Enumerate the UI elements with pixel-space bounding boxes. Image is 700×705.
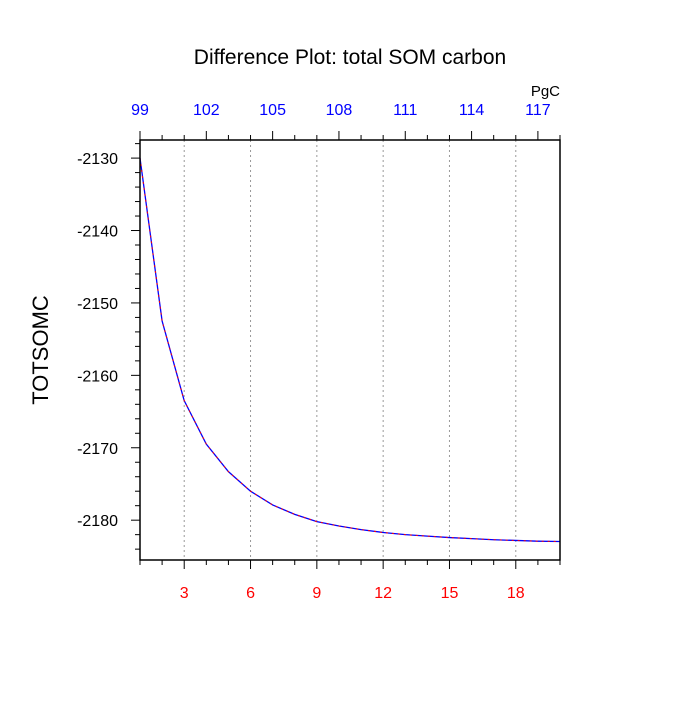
tick-labels: 3 6 9 12 15 18 99 102 105 108 111 114 117 -2130 -2140 -… bbox=[77, 102, 551, 602]
bottom-axis-tick-label: 15 bbox=[441, 585, 459, 602]
top-axis-tick-label: 117 bbox=[525, 102, 551, 119]
left-axis-tick-label: -2130 bbox=[77, 151, 118, 168]
left-axis-tick-label: -2160 bbox=[77, 368, 118, 385]
bottom-axis-tick-label: 18 bbox=[507, 585, 525, 602]
plot-frame bbox=[139, 139, 561, 561]
y-axis-label: TOTSOMC bbox=[28, 295, 53, 405]
series-group bbox=[139, 158, 561, 543]
tick-marks bbox=[131, 131, 561, 569]
gridlines bbox=[183, 140, 517, 560]
bottom-axis-tick-label: 9 bbox=[312, 585, 321, 602]
units-label: PgC bbox=[531, 83, 560, 100]
top-axis-tick-label: 105 bbox=[259, 102, 286, 119]
series-line-overlay bbox=[139, 158, 561, 543]
top-axis-tick-label: 111 bbox=[393, 102, 417, 119]
top-axis-tick-label: 108 bbox=[326, 102, 353, 119]
left-axis-tick-label: -2140 bbox=[77, 224, 118, 241]
bottom-axis-tick-label: 12 bbox=[374, 585, 392, 602]
left-axis-tick-label: -2180 bbox=[77, 513, 118, 530]
top-axis-tick-label: 99 bbox=[131, 102, 149, 119]
top-axis-tick-label: 102 bbox=[193, 102, 220, 119]
series-line bbox=[139, 158, 561, 543]
left-axis-tick-label: -2150 bbox=[77, 296, 118, 313]
left-axis-tick-label: -2170 bbox=[77, 441, 118, 458]
bottom-axis-tick-label: 6 bbox=[246, 585, 255, 602]
chart-title: Difference Plot: total SOM carbon bbox=[194, 46, 506, 69]
top-axis-tick-label: 114 bbox=[459, 102, 485, 119]
bottom-axis-tick-label: 3 bbox=[180, 585, 189, 602]
